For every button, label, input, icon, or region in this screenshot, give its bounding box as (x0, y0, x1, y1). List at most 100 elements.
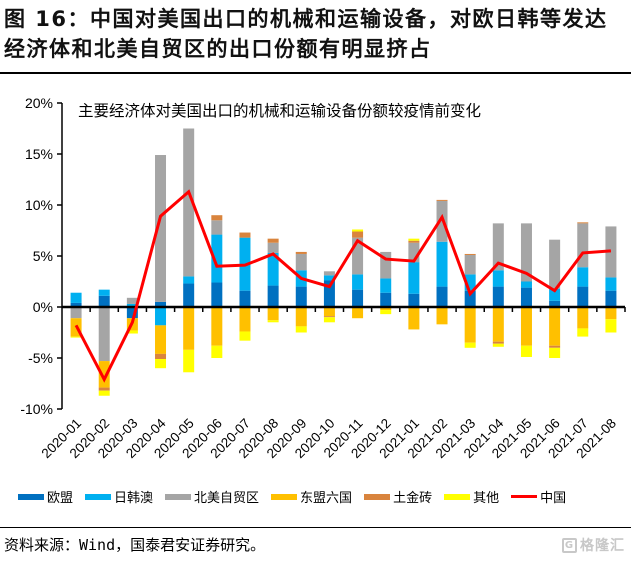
title-divider (0, 72, 631, 74)
bar-segment (295, 251, 307, 254)
bar-segment (126, 297, 138, 304)
bar-segment (408, 238, 420, 241)
bar-segment (295, 253, 307, 271)
bar-segment (408, 262, 420, 294)
bar-segment (267, 238, 279, 243)
bar-segment (239, 331, 251, 341)
bar-segment (436, 286, 448, 307)
bar-segment (70, 302, 82, 307)
bar-segment (605, 307, 617, 320)
y-tick-label: -5% (28, 350, 53, 366)
bar-segment (211, 307, 223, 346)
bar-segment (464, 274, 476, 291)
bar-segment (155, 301, 167, 307)
bar-segment (98, 361, 110, 388)
bar-segment (70, 307, 82, 319)
bar-segment (323, 316, 335, 318)
bar-segment (549, 347, 561, 358)
bar-segment (492, 286, 504, 307)
bar-segment (549, 307, 561, 346)
chart-title: 主要经济体对美国出口的机械和运输设备份额较疫情前变化 (78, 102, 481, 120)
bar-segment (577, 267, 589, 287)
bar-segment (605, 319, 617, 333)
bar-segment (520, 223, 532, 282)
bar-segment (211, 234, 223, 283)
bar-segment (70, 336, 82, 338)
bar-segment (323, 307, 335, 317)
bar-segment (295, 286, 307, 307)
x-axis: 2020-012020-022020-032020-042020-052020-… (39, 305, 626, 461)
bar-segment (492, 223, 504, 271)
bar-segment (98, 289, 110, 296)
y-tick-label: 10% (25, 197, 53, 213)
figure-title: 图 16：中国对美国出口的机械和运输设备，对欧日韩等发达 经济体和北美自贸区的出… (4, 4, 629, 64)
legend-label: 东盟六国 (300, 491, 353, 506)
bar-segment (380, 307, 392, 311)
bar-segment (436, 199, 448, 201)
bar-segment (492, 270, 504, 287)
bar-segment (323, 275, 335, 281)
bar-segment (352, 274, 364, 290)
bar-segment (155, 307, 167, 326)
bar-segment (549, 239, 561, 289)
bar-segment (408, 242, 420, 263)
figure-title-line-1: 图 16：中国对美国出口的机械和运输设备，对欧日韩等发达 (4, 7, 608, 31)
bar-segment (155, 359, 167, 369)
bar-segment (211, 220, 223, 235)
bar-segment (295, 326, 307, 333)
bar-segment (323, 280, 335, 307)
y-tick-label: 0% (33, 299, 53, 315)
bar-segment (267, 252, 279, 286)
bar-segment (98, 295, 110, 307)
legend-item: 其他 (444, 487, 499, 506)
bars (70, 128, 617, 396)
legend-swatch (364, 493, 391, 500)
bar-segment (577, 286, 589, 307)
bar-segment (126, 303, 138, 307)
bar-segment (98, 307, 110, 362)
legend-swatch (444, 493, 471, 500)
bar-segment (408, 293, 420, 307)
bar-segment (408, 240, 420, 243)
bar-segment (380, 310, 392, 315)
bar-segment (295, 307, 307, 327)
bar-segment (520, 345, 532, 357)
bar-segment (380, 278, 392, 293)
bar-segment (183, 283, 195, 307)
bar-segment (267, 285, 279, 307)
bar-segment (577, 222, 589, 224)
bar-segment (239, 232, 251, 238)
legend-item: 东盟六国 (271, 487, 352, 506)
source-divider (0, 527, 631, 528)
bar-segment (70, 292, 82, 303)
legend-label: 其他 (473, 491, 500, 506)
bar-segment (492, 307, 504, 342)
bar-segment (155, 325, 167, 354)
watermark-logo-icon: G (562, 537, 577, 553)
y-tick-label: 15% (25, 146, 53, 162)
watermark: G 格隆汇 (562, 535, 625, 555)
y-axis: -10% -5% 0% 5% 10% 15% 20% (20, 95, 63, 417)
bar-segment (605, 290, 617, 307)
bar-segment (520, 281, 532, 288)
bar-segment (549, 300, 561, 307)
bar-segment (155, 353, 167, 360)
legend-label: 中国 (540, 491, 567, 506)
bar-segment (492, 343, 504, 347)
legend-swatch (165, 493, 192, 500)
chart: -10% -5% 0% 5% 10% 15% 20% 2020-012020-022020-… (20, 95, 626, 461)
bar-segment (239, 307, 251, 332)
bar-segment (211, 345, 223, 358)
bar-segment (323, 271, 335, 276)
legend-swatch (18, 493, 44, 500)
bar-segment (183, 128, 195, 277)
bar-segment (549, 288, 561, 301)
bar-segment (267, 242, 279, 253)
bar-segment (464, 307, 476, 343)
bar-segment (183, 276, 195, 284)
legend-label: 日韩澳 (114, 491, 154, 506)
watermark-text: 格隆汇 (580, 538, 625, 554)
bar-segment (520, 287, 532, 307)
china-line-path (74, 189, 612, 383)
bar-segment (436, 241, 448, 287)
